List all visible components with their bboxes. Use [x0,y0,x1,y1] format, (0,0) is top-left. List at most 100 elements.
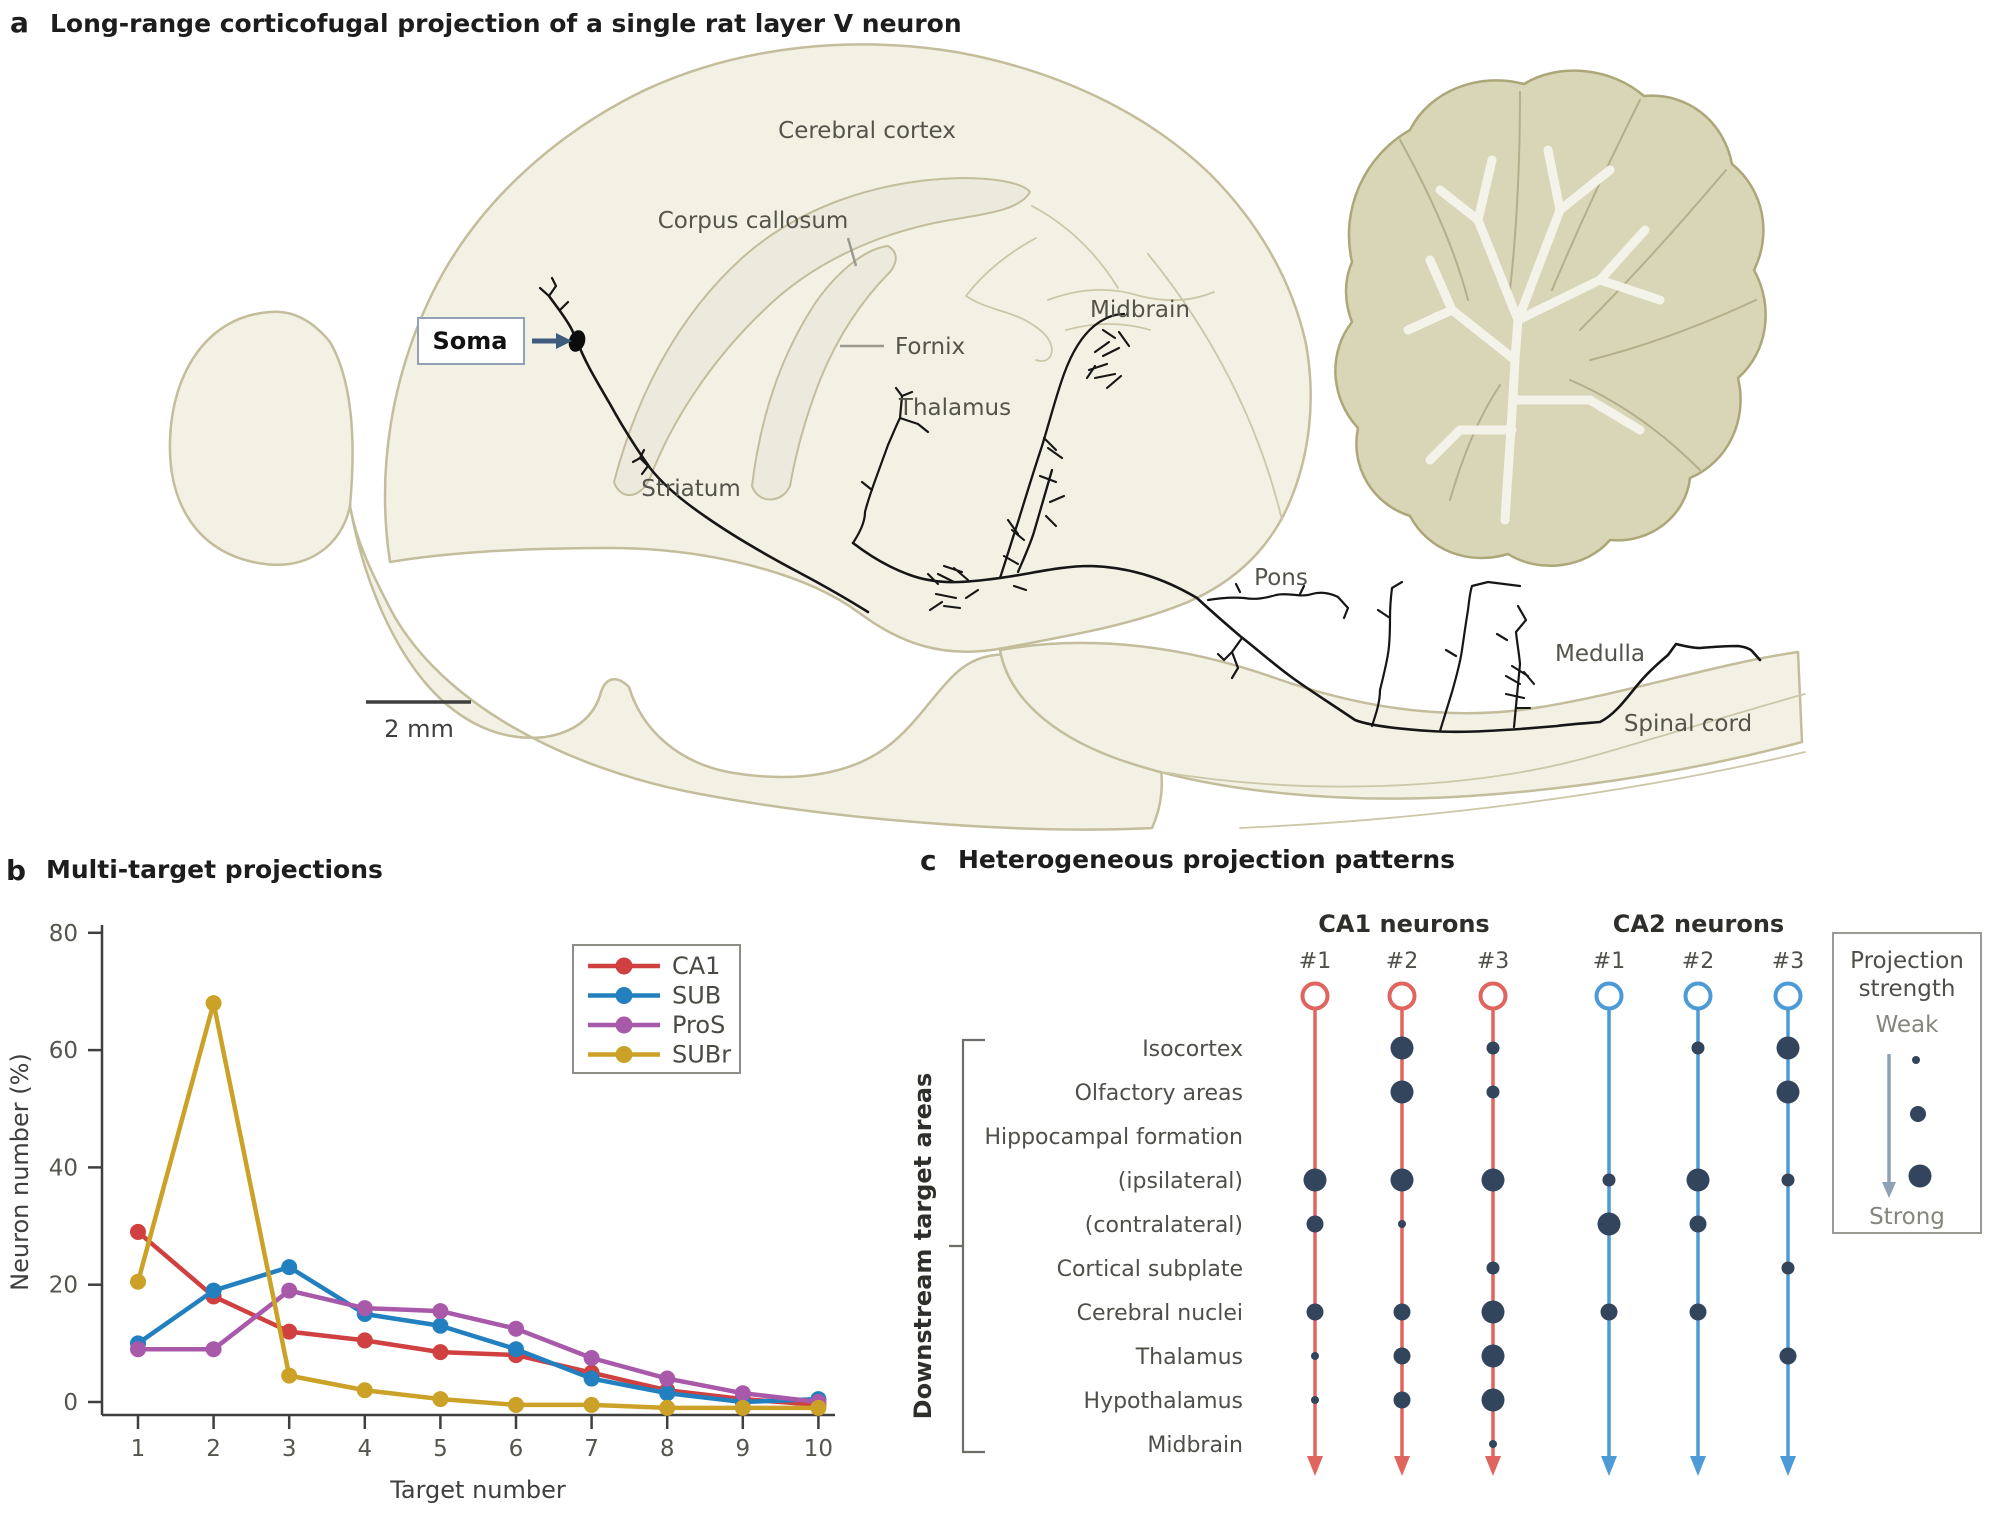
ventral-brain-shape [348,504,1164,831]
label-medulla: Medulla [1555,641,1645,667]
neuron-id-label: #1 [1299,949,1331,974]
strength-dot-strong [1908,1164,1932,1188]
cerebellum-arbor-vitae [1403,145,1665,525]
y-tick-label: 80 [49,921,78,947]
series-line-ca1 [136,1230,819,1408]
projection-dot [1781,1173,1795,1187]
axon-medulla-knot [1504,664,1536,710]
neuron-id-label: #3 [1772,949,1804,974]
series-point-pros [583,1350,600,1367]
row-label: Hypothalamus [1084,1389,1243,1414]
projection-dot [1481,1388,1505,1412]
projection-dot [1600,1303,1618,1321]
neuron-arrowhead-icon [1780,1456,1796,1476]
x-axis-title: Target number [389,1476,566,1504]
projection-dot [1486,1261,1500,1275]
neuron-arrowhead-icon [1485,1456,1501,1476]
hippocampus-contour-lines [965,205,1806,829]
panel-c-dot-matrix: c Heterogeneous projection patterns Isoc… [909,844,1982,1476]
projection-dot [1303,1168,1327,1192]
series-point-subr [583,1396,600,1413]
x-tick-label: 10 [804,1436,833,1462]
series-point-pros [356,1300,373,1317]
series-point-pros [659,1370,676,1387]
neuron-group-label: CA2 neurons [1613,910,1784,938]
axon-trace [538,276,1762,734]
x-tick-label: 8 [660,1436,675,1462]
series-point-subr [356,1382,373,1399]
label-cerebral-cortex: Cerebral cortex [778,118,956,144]
row-label: Midbrain [1147,1433,1243,1458]
x-tick-label: 2 [206,1436,221,1462]
series-line-subr [135,1000,819,1411]
projection-dot [1602,1173,1616,1187]
panel-b-marker: b [6,854,26,887]
series-point-sub [432,1317,449,1334]
projection-dot [1481,1344,1505,1368]
neuron-soma-circle [1683,981,1713,1011]
projection-dot [1489,1440,1497,1448]
series-point-ca1 [356,1332,373,1349]
legend-swatch-dot [615,1046,633,1063]
projection-dot [1481,1168,1505,1192]
neuron-arrowhead-icon [1394,1456,1410,1476]
neuron-id-label: #1 [1593,949,1625,974]
x-tick-label: 3 [282,1436,297,1462]
axon-thalamus-branch [851,386,930,545]
series-point-pros [130,1341,146,1358]
label-thalamus: Thalamus [898,395,1011,421]
projection-dot [1390,1168,1414,1192]
panel-b-title: Multi-target projections [46,855,383,884]
strength-legend-title-line2: strength [1859,976,1956,1002]
label-striatum: Striatum [641,476,741,502]
neuron-soma-circle [1478,981,1508,1011]
row-axis-title: Downstream target areas [909,1073,937,1420]
row-label: Olfactory areas [1075,1081,1243,1106]
legend-swatch-dot [615,1016,633,1034]
y-tick-label: 20 [49,1273,78,1299]
projection-dot [1689,1303,1707,1321]
series-point-pros [734,1385,751,1402]
projection-dot [1390,1036,1414,1060]
label-fornix: Fornix [895,334,965,360]
series-point-ca1 [281,1323,298,1340]
projection-dot [1776,1036,1800,1060]
panel-a-brain-diagram: a Long-range corticofugal projection of … [10,6,1806,831]
projection-dot [1597,1212,1621,1236]
strength-arrow-head-icon [1882,1182,1896,1198]
legend-item-label: SUB [672,982,721,1010]
brainstem-spinal-shape [998,641,1804,800]
strength-dot-weak [1912,1056,1920,1064]
row-label: (contralateral) [1085,1213,1243,1238]
series-point-subr [734,1399,751,1416]
y-tick-label: 0 [63,1390,78,1416]
series-point-subr [432,1391,449,1408]
projection-dot [1393,1303,1411,1321]
cerebellum-shape [1334,69,1767,567]
neuron-soma-circle [1594,981,1624,1011]
series-line-sub [136,1264,819,1405]
row-label: (ipsilateral) [1118,1169,1243,1194]
neuron-soma-circle [1773,981,1803,1011]
projection-dot [1689,1215,1707,1233]
series-point-pros [432,1303,449,1320]
legend-swatch-dot [615,957,633,975]
neuron-id-label: #2 [1682,949,1714,974]
projection-dot [1398,1220,1406,1228]
legend-swatch-dot [615,987,633,1004]
neuron-soma-circle [1300,981,1330,1011]
series-point-subr [508,1396,524,1413]
label-pons: Pons [1254,565,1308,591]
legend-item-label: ProS [672,1011,725,1039]
y-axis-title: Neuron number (%) [6,1053,34,1291]
strength-strong-label: Strong [1869,1204,1945,1230]
fornix-shape [751,245,897,501]
strength-legend-box [1832,932,1982,1234]
strength-weak-label: Weak [1876,1012,1940,1038]
series-point-subr [810,1399,827,1416]
projection-dot [1311,1396,1319,1404]
projection-dot [1481,1300,1505,1324]
label-pointer-lines [840,237,884,348]
projection-dot [1691,1041,1705,1055]
x-tick-label: 4 [357,1436,372,1462]
